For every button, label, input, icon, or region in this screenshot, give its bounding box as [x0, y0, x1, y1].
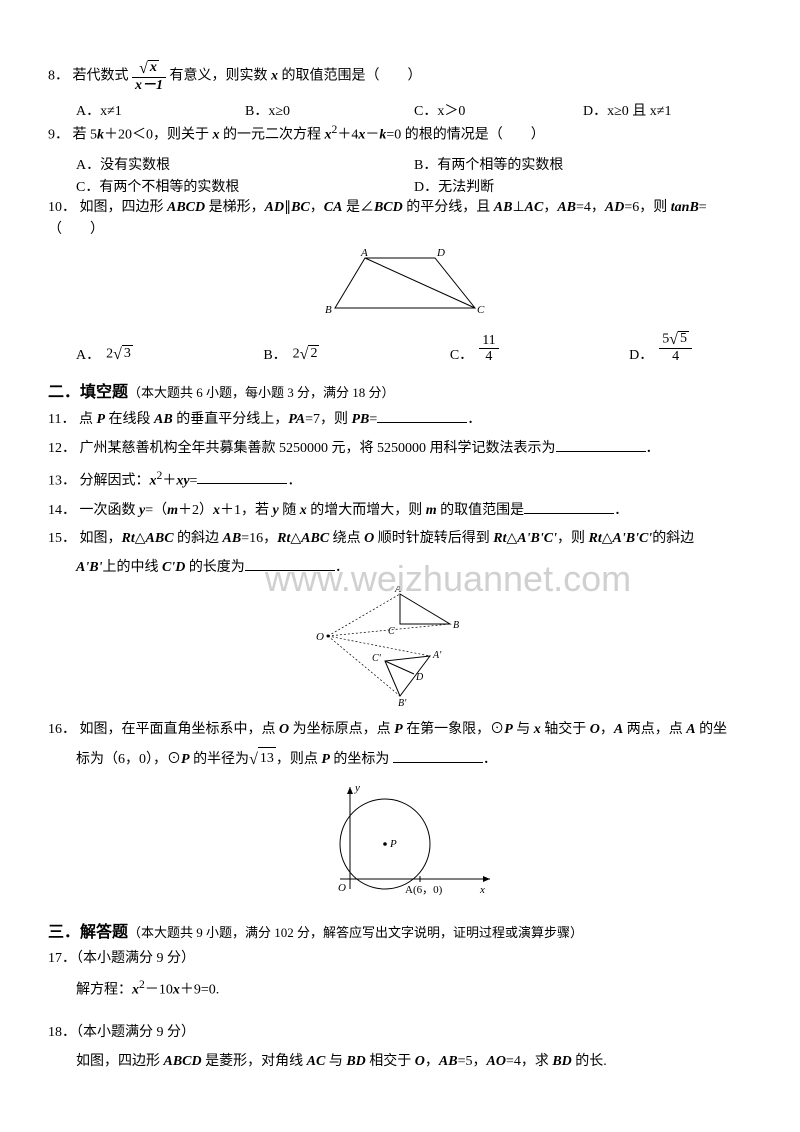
blank — [197, 469, 287, 484]
question-9: 9． 若 5k＋20＜0，则关于 x 的一元二次方程 x2＋4x－k=0 的根的… — [48, 121, 752, 147]
svg-text:A: A — [360, 248, 368, 259]
q15-num: 15． — [48, 531, 76, 546]
q13-num: 13． — [48, 473, 76, 488]
question-13: 13． 分解因式：x2＋xy=． — [48, 467, 752, 493]
question-17-line2: 解方程：x2－10x＋9=0. — [76, 976, 752, 1002]
section-2-title: 二．填空题（本大题共 6 小题，每小题 3 分，满分 18 分） — [48, 378, 752, 402]
question-17: 17．（本小题满分 9 分） — [48, 948, 752, 970]
svg-text:B: B — [453, 620, 459, 631]
question-18: 18．（本小题满分 9 分） — [48, 1022, 752, 1044]
svg-text:y: y — [354, 782, 360, 794]
svg-text:A: A — [394, 586, 402, 595]
question-8: 8． 若代数式 √x x－1 有意义，则实数 x 的取值范围是（ ） — [48, 60, 752, 93]
q10-opt-a: A． 2√3 — [76, 344, 133, 364]
q10-figure: A D B C — [48, 248, 752, 323]
question-12: 12． 广州某慈善机构全年共募集善款 5250000 元，将 5250000 用… — [48, 437, 752, 460]
q17-num: 17． — [48, 951, 76, 966]
question-14: 14． 一次函数 y=（m＋2）x＋1，若 y 随 x 的增大而增大，则 m 的… — [48, 499, 752, 522]
q9-opt-b: B．有两个相等的实数根 — [414, 153, 752, 175]
q8-num: 8． — [48, 69, 69, 84]
q8-opt-d: D．x≥0 且 x≠1 — [583, 99, 752, 121]
q9-options: A．没有实数根 B．有两个相等的实数根 C．有两个不相等的实数根 D．无法判断 — [76, 153, 752, 197]
question-15-line2: A'B'上的中线 C'D 的长度为． — [76, 556, 752, 579]
circle-coord-icon: P O y x A(6，0) — [300, 779, 500, 899]
question-11: 11． 点 P 在线段 AB 的垂直平分线上，PA=7，则 PB=． — [48, 408, 752, 431]
svg-text:x: x — [479, 884, 485, 896]
svg-text:C: C — [388, 626, 395, 637]
q16-figure: P O y x A(6，0) — [48, 779, 752, 904]
rotation-triangle-icon: O A B C A' B' C' D — [310, 586, 490, 706]
q10-opt-b: B． 2√2 — [263, 344, 319, 364]
blank — [377, 408, 467, 423]
trapezoid-icon: A D B C — [315, 248, 485, 318]
svg-text:B: B — [325, 304, 332, 316]
blank — [524, 499, 614, 514]
svg-text:B': B' — [398, 698, 407, 706]
q12-num: 12． — [48, 441, 76, 456]
section-3-title: 三．解答题（本大题共 9 小题，满分 102 分，解答应写出文字说明，证明过程或… — [48, 918, 752, 942]
q18-num: 18． — [48, 1025, 76, 1040]
q9-num: 9． — [48, 128, 69, 143]
q11-num: 11． — [48, 412, 75, 427]
blank — [556, 437, 646, 452]
q15-figure: O A B C A' B' C' D — [48, 586, 752, 711]
svg-text:D: D — [415, 672, 424, 683]
question-16: 16． 如图，在平面直角坐标系中，点 O 为坐标原点，点 P 在第一象限，⊙P … — [48, 719, 752, 741]
question-18-line2: 如图，四边形 ABCD 是菱形，对角线 AC 与 BD 相交于 O，AB=5，A… — [76, 1051, 752, 1073]
question-16-line2: 标为（6，0），⊙P 的半径为√13，则点 P 的坐标为 ． — [76, 747, 752, 773]
svg-text:O: O — [338, 882, 346, 894]
question-15: 15． 如图，Rt△ABC 的斜边 AB=16，Rt△ABC 绕点 O 顺时针旋… — [48, 528, 752, 550]
svg-text:O: O — [316, 631, 324, 643]
q8-options: A．x≠1 B．x≥0 C．x＞0 D．x≥0 且 x≠1 — [76, 99, 752, 121]
svg-text:D: D — [436, 248, 445, 259]
q9-opt-c: C．有两个不相等的实数根 — [76, 175, 414, 197]
q8-text-before: 若代数式 — [73, 69, 129, 84]
q14-num: 14． — [48, 503, 76, 518]
svg-text:P: P — [389, 838, 397, 850]
q10-opt-d: D． 5√54 — [629, 331, 692, 364]
svg-text:C: C — [477, 304, 485, 316]
q8-opt-b: B．x≥0 — [245, 99, 414, 121]
q8-opt-a: A．x≠1 — [76, 99, 245, 121]
q9-opt-d: D．无法判断 — [414, 175, 752, 197]
q9-opt-a: A．没有实数根 — [76, 153, 414, 175]
question-10: 10． 如图，四边形 ABCD 是梯形，AD∥BC，CA 是∠BCD 的平分线，… — [48, 197, 752, 242]
svg-text:A': A' — [432, 650, 442, 661]
svg-text:A(6，0): A(6，0) — [405, 884, 443, 896]
q8-fraction: √x x－1 — [132, 60, 166, 93]
q8-opt-c: C．x＞0 — [414, 99, 583, 121]
q10-num: 10． — [48, 200, 76, 215]
q16-num: 16． — [48, 722, 76, 737]
svg-text:C': C' — [372, 653, 382, 664]
q10-opt-c: C． 114 — [450, 334, 499, 364]
blank — [245, 556, 335, 571]
q10-options: A． 2√3 B． 2√2 C． 114 D． 5√54 — [76, 331, 692, 364]
blank — [393, 748, 483, 763]
